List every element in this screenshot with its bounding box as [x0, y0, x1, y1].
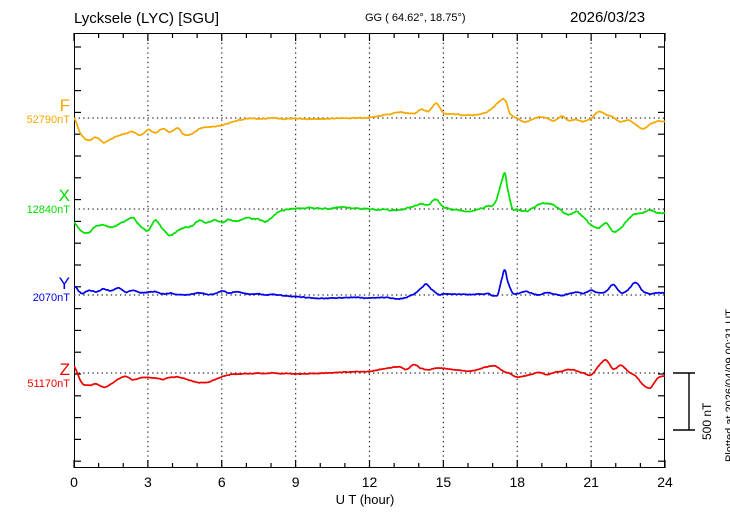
channel-baseline-f: 52790nT — [26, 114, 70, 126]
x-axis-title: U T (hour) — [335, 492, 395, 507]
channel-baseline-x: 12840nT — [26, 204, 70, 216]
channel-label-f: F 52790nT — [0, 96, 70, 127]
x-tick-label: 12 — [361, 474, 378, 490]
trace-z — [74, 358, 665, 390]
x-tick-label: 15 — [435, 474, 452, 490]
x-tick-label: 6 — [217, 474, 226, 490]
channel-label-x: X 12840nT — [0, 186, 70, 217]
x-tick-label: 24 — [657, 474, 673, 490]
channel-symbol-x: X — [58, 186, 70, 205]
scale-bar-label: 500 nT — [700, 402, 714, 440]
x-tick-label: 3 — [143, 474, 152, 490]
x-tick-label: 21 — [583, 474, 599, 490]
trace-f — [74, 97, 665, 144]
channel-baseline-z: 51170nT — [27, 378, 70, 390]
channel-symbol-f: F — [59, 96, 70, 115]
x-tick-label: 18 — [509, 474, 526, 490]
channel-baseline-y: 2070nT — [32, 292, 70, 304]
trace-group — [74, 97, 665, 390]
channel-label-y: Y 2070nT — [0, 274, 70, 305]
x-tick-label: 0 — [70, 474, 78, 490]
channel-label-z: Z 51170nT — [0, 360, 70, 391]
trace-x — [74, 172, 665, 237]
trace-y — [74, 269, 665, 301]
x-tick-label: 9 — [291, 474, 300, 490]
plot-timestamp: Plotted at 2026/04/09 00:31 UT — [724, 309, 730, 462]
channel-symbol-y: Y — [58, 274, 70, 293]
channel-symbol-z: Z — [59, 360, 70, 379]
geographic-coordinates: GG ( 64.62°, 18.75°) — [365, 12, 466, 24]
chart-date: 2026/03/23 — [570, 9, 646, 26]
station-title: Lycksele (LYC) [SGU] — [74, 10, 220, 27]
